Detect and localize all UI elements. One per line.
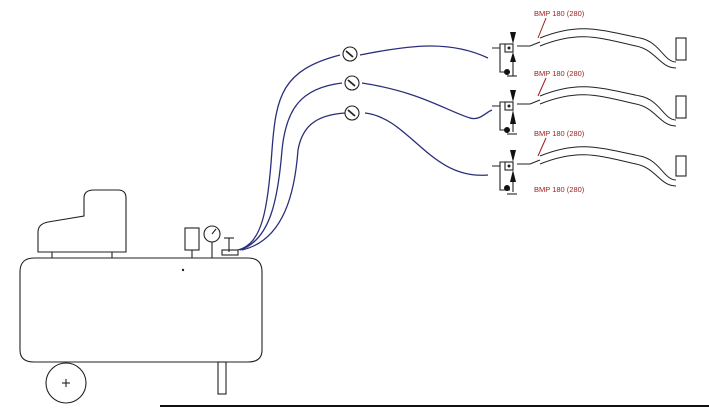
leader-line-2 [537, 77, 547, 97]
spray-gun-2 [492, 90, 541, 135]
gun-label-2: BMP 180 (280) [534, 69, 585, 78]
outlet-valve [221, 237, 239, 256]
spray-gun-3 [492, 150, 541, 195]
gun-label-1: BMP 180 (280) [534, 9, 585, 18]
extension-tube-3 [539, 146, 687, 187]
leader-line-1 [537, 17, 547, 39]
leader-line-3 [537, 137, 547, 157]
hose-gauge-2 [344, 75, 360, 91]
motor-unit [37, 189, 127, 258]
gun-label-4: BMP 180 (280) [534, 185, 585, 194]
extension-tube-1 [539, 28, 687, 69]
tank-foot [217, 361, 227, 395]
tank-gauge [203, 225, 221, 258]
hose-gauge-3 [344, 105, 360, 121]
extension-tube-2 [539, 86, 687, 127]
spray-gun-1 [492, 32, 541, 77]
compressor-tank [19, 257, 263, 363]
wheel [45, 362, 87, 404]
pressure-switch-box [184, 227, 200, 251]
air-hoses [237, 45, 493, 251]
gun-label-3: BMP 180 (280) [534, 129, 585, 138]
hose-gauge-1 [342, 46, 358, 62]
